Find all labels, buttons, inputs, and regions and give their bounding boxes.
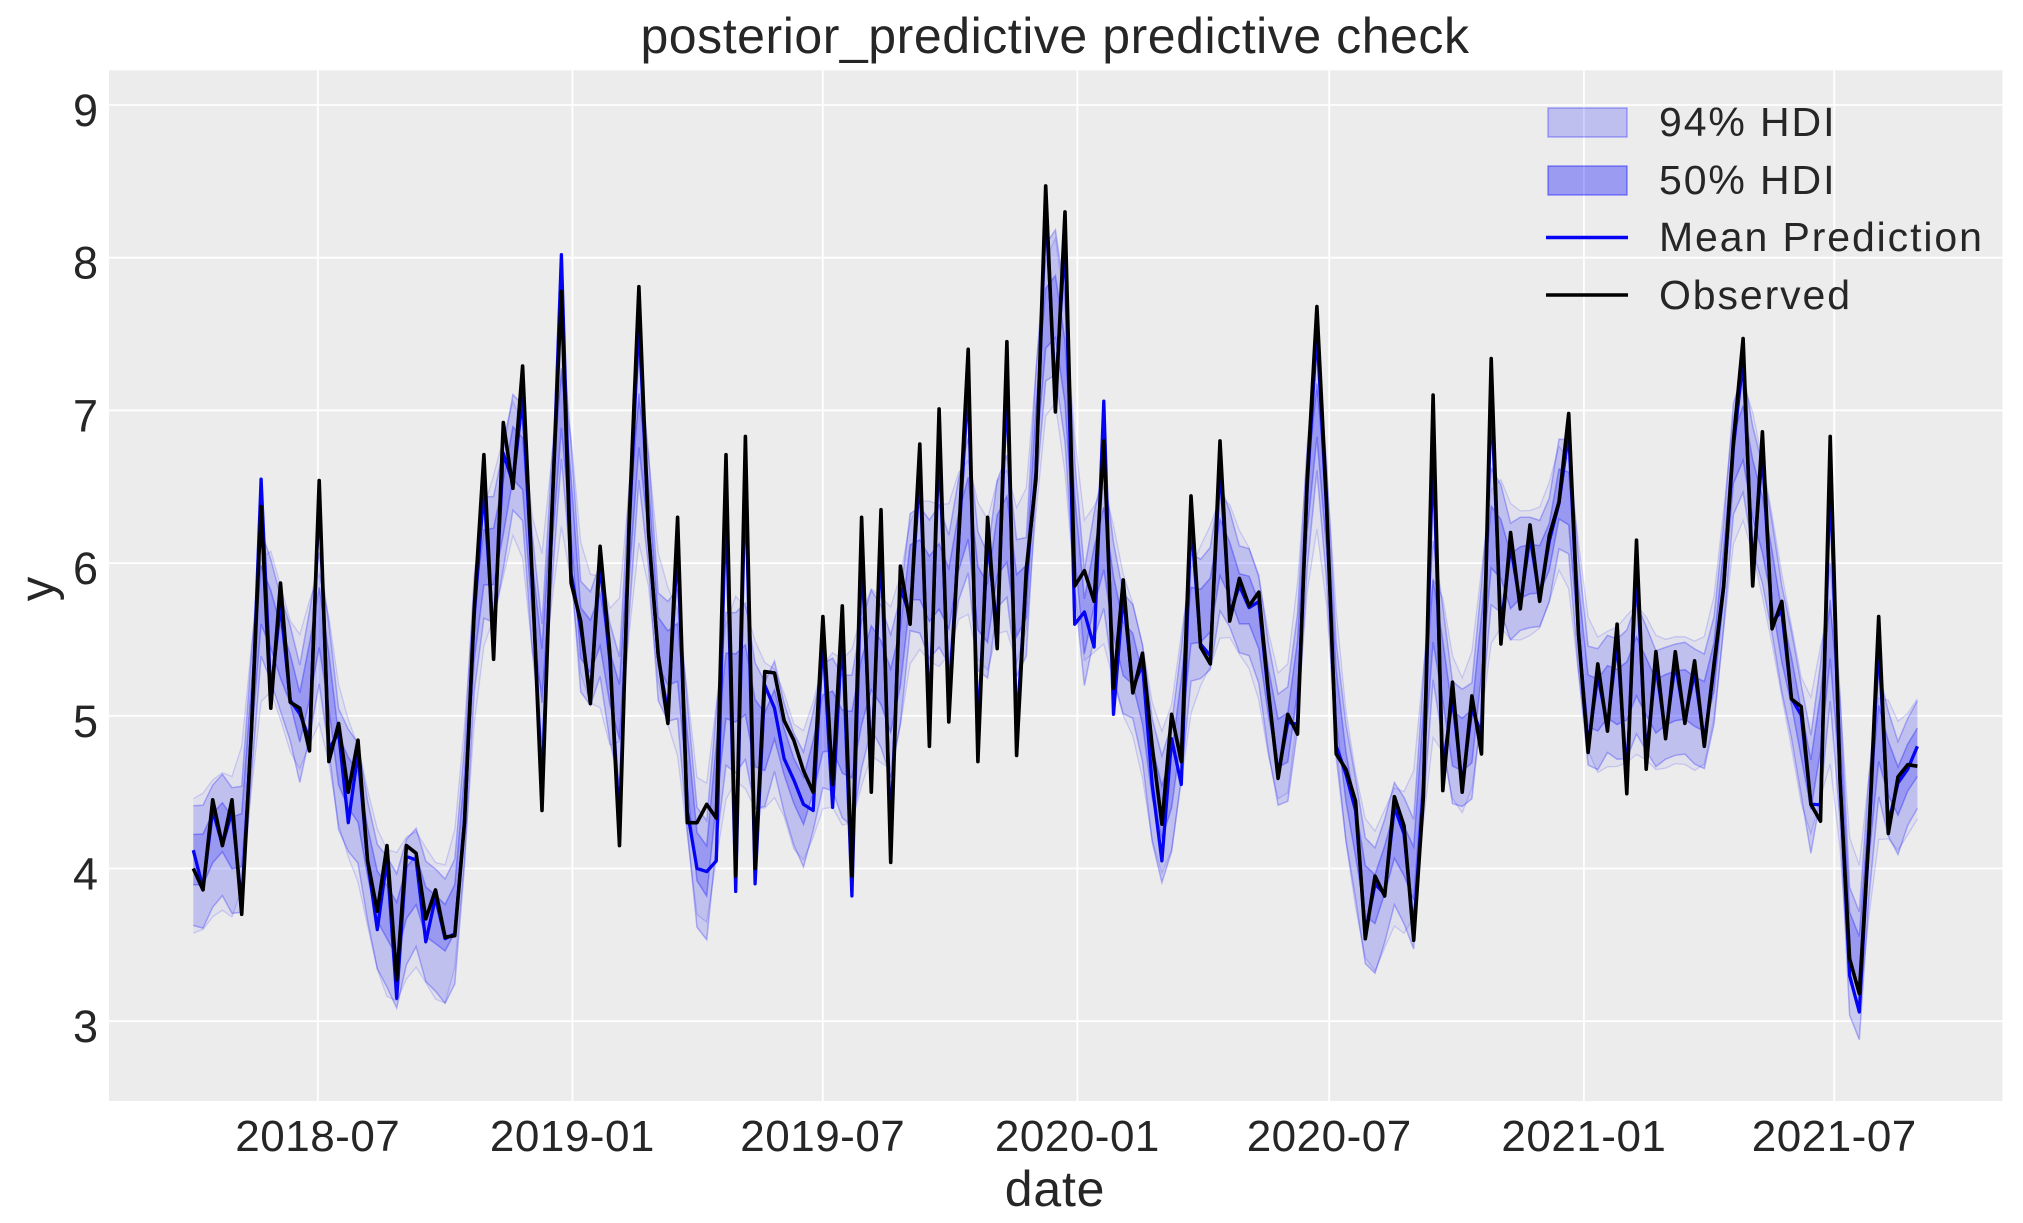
svg-text:Observed: Observed — [1659, 272, 1852, 318]
svg-text:50% HDI: 50% HDI — [1659, 157, 1836, 203]
svg-text:2019-07: 2019-07 — [740, 1112, 905, 1161]
svg-text:5: 5 — [73, 696, 98, 747]
svg-text:posterior_predictive predictiv: posterior_predictive predictive check — [640, 8, 1470, 64]
svg-text:2019-01: 2019-01 — [490, 1112, 655, 1161]
svg-text:2020-07: 2020-07 — [1247, 1112, 1412, 1161]
svg-text:6: 6 — [73, 543, 98, 594]
svg-text:7: 7 — [73, 390, 98, 441]
svg-text:2020-01: 2020-01 — [995, 1112, 1160, 1161]
svg-text:y: y — [11, 576, 65, 601]
svg-text:8: 8 — [73, 238, 98, 289]
svg-text:9: 9 — [73, 85, 98, 136]
svg-text:Mean Prediction: Mean Prediction — [1659, 214, 1984, 260]
svg-text:date: date — [1005, 1161, 1106, 1217]
svg-text:2021-01: 2021-01 — [1501, 1112, 1666, 1161]
svg-text:2021-07: 2021-07 — [1752, 1112, 1917, 1161]
svg-text:94% HDI: 94% HDI — [1659, 99, 1836, 145]
svg-text:4: 4 — [73, 849, 98, 900]
svg-text:2018-07: 2018-07 — [235, 1112, 400, 1161]
svg-text:3: 3 — [73, 1001, 98, 1052]
